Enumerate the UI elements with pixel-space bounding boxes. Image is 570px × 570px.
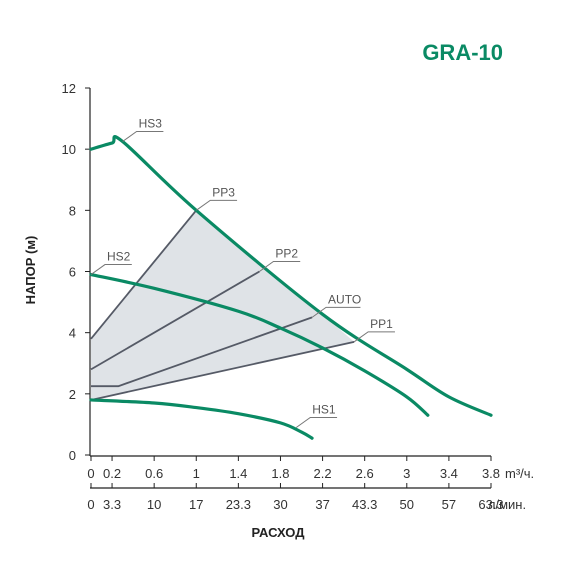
- label-pp3: PP3: [212, 185, 235, 199]
- curve-hs1: [89, 398, 314, 440]
- x2-tick-label: 63.3: [478, 497, 503, 512]
- line-pp3: [90, 209, 197, 340]
- curve-hs3: [89, 135, 493, 417]
- x2-tick-label: 30: [273, 497, 287, 512]
- x-tick-label: 0: [87, 466, 94, 481]
- label-auto: AUTO: [328, 292, 361, 306]
- x2-tick-label: 23.3: [226, 497, 251, 512]
- control-lines: [90, 209, 355, 401]
- label-hs2: HS2: [107, 250, 131, 264]
- label-pp1: PP1: [370, 317, 393, 331]
- x2-tick-label: 43.3: [352, 497, 377, 512]
- y-tick-label: 10: [62, 142, 76, 157]
- x-tick-label: 3.8: [482, 466, 500, 481]
- y-tick-label: 6: [69, 265, 76, 280]
- x2-tick-label: 3.3: [103, 497, 121, 512]
- pump-curves: [89, 135, 493, 440]
- x-tick-label: 2.6: [356, 466, 374, 481]
- x-axis-label: РАСХОД: [251, 525, 305, 540]
- line-pp2: [90, 270, 260, 371]
- y-tick-label: 0: [69, 448, 76, 463]
- y-tick-label: 12: [62, 81, 76, 96]
- label-leader-auto: [311, 306, 361, 318]
- line-pp1: [90, 340, 355, 401]
- curve-hs2: [89, 272, 430, 417]
- label-pp2: PP2: [275, 247, 298, 261]
- x2-tick-label: 0: [87, 497, 94, 512]
- label-hs1: HS1: [312, 402, 336, 416]
- x2-tick-label: 17: [189, 497, 203, 512]
- x-unit-label: m³/ч.: [505, 466, 534, 481]
- label-leader-pp1: [353, 331, 395, 343]
- x2-tick-label: 37: [315, 497, 329, 512]
- label-hs3: HS3: [139, 117, 163, 131]
- y-tick-label: 2: [69, 387, 76, 402]
- x-tick-label: 0.6: [145, 466, 163, 481]
- x-tick-label: 3.4: [440, 466, 458, 481]
- label-leader-pp3: [195, 199, 238, 211]
- tick-labels: 0 2 4 6 8 10 12 0 0.2 0.6 1 1.4 1.8 2.2 2.6 3 3.4 3.8 m³/ч…: [62, 81, 535, 512]
- x2-tick-label: 10: [147, 497, 161, 512]
- x2-tick-label: 50: [400, 497, 414, 512]
- y-tick-label: 8: [69, 203, 76, 218]
- x2-tick-label: 57: [442, 497, 456, 512]
- label-leader-hs2: [90, 264, 132, 275]
- x-tick-label: 2.2: [314, 466, 332, 481]
- chart-title: GRA-10: [422, 40, 503, 65]
- x-tick-label: 3: [403, 466, 410, 481]
- x2-unit-label: л/мин.: [488, 497, 526, 512]
- label-leader-hs1: [295, 416, 338, 428]
- line-auto: [91, 316, 313, 388]
- label-leader-pp2: [259, 261, 301, 272]
- x-tick-label: 0.2: [103, 466, 121, 481]
- x-tick-label: 1: [193, 466, 200, 481]
- y-axis-label: НАПОР (м): [23, 236, 38, 305]
- curve-labels: HS3 HS2 HS1 PP3 PP2 AUTO PP1: [90, 117, 395, 428]
- y-tick-label: 4: [69, 326, 76, 341]
- label-leader-hs3: [122, 131, 164, 142]
- x-tick-label: 1.4: [229, 466, 247, 481]
- x-tick-label: 1.8: [271, 466, 289, 481]
